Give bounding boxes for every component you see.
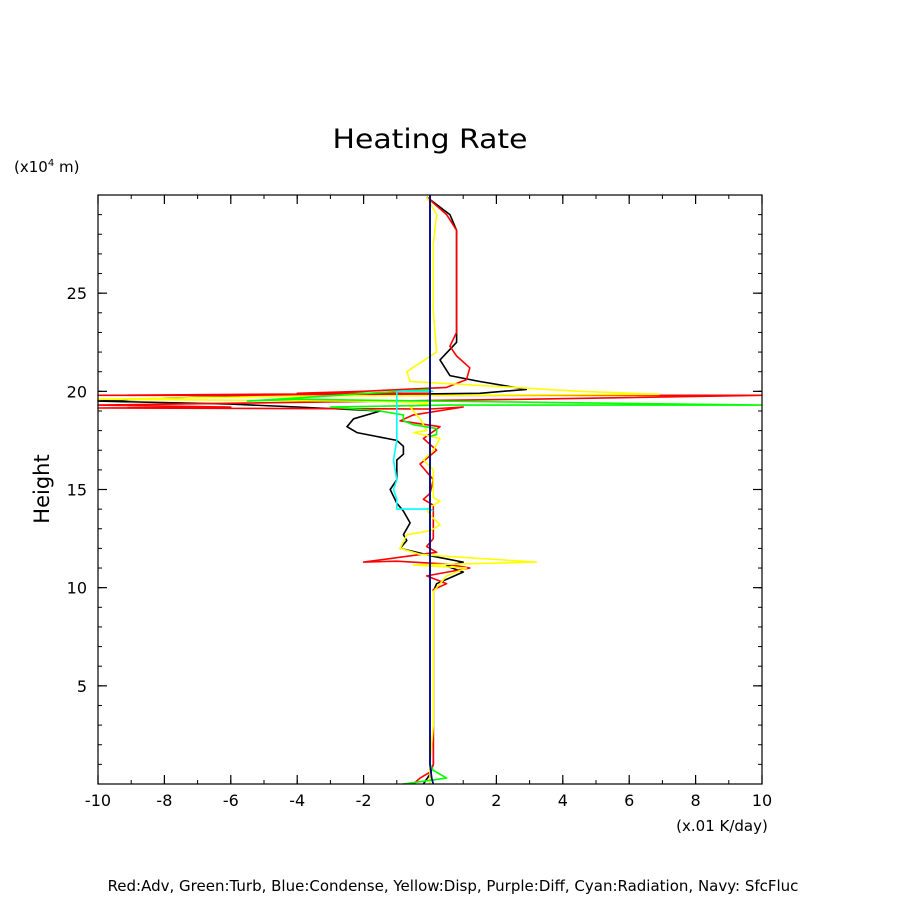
x-tick-label: 0 [425, 791, 435, 810]
series-line-0 [97, 196, 528, 785]
y-tick-label: 25 [67, 284, 87, 303]
series-line-3 [246, 195, 763, 785]
x-tick-label: 6 [624, 791, 634, 810]
x-tick-label: -6 [223, 791, 239, 810]
y-unit-exponent: 4 [48, 158, 54, 169]
axis-ticks [97, 195, 763, 784]
chart-title: Heating Rate [333, 124, 528, 155]
plot-frame [97, 194, 763, 785]
x-tick-label: -8 [156, 791, 172, 810]
y-unit-suffix: m) [54, 158, 79, 176]
y-tick-label: 5 [77, 677, 87, 696]
tick-labels: -10 -8 -6 -4 -2 0 2 4 6 8 10 5 10 15 20 25 [67, 284, 773, 810]
series-layer [97, 195, 763, 785]
series-line-6 [429, 195, 435, 785]
x-tick-label: -2 [356, 791, 372, 810]
y-tick-label: 10 [67, 579, 87, 598]
series-line-4 [392, 390, 434, 512]
x-tick-label: 2 [491, 791, 501, 810]
x-axis-label: (x.01 K/day) [676, 817, 768, 835]
x-tick-label: 4 [558, 791, 568, 810]
y-tick-label: 20 [67, 382, 87, 401]
x-tick-label: -10 [85, 791, 111, 810]
y-unit-prefix: (x10 [14, 158, 48, 176]
series-line-2 [97, 196, 660, 784]
y-unit-label: (x104 m) [14, 158, 79, 176]
x-tick-label: 8 [691, 791, 701, 810]
x-tick-label: -4 [289, 791, 305, 810]
y-tick-label: 15 [67, 481, 87, 500]
legend-footer: Red:Adv, Green:Turb, Blue:Condense, Yell… [108, 877, 799, 895]
y-axis-label: Height [30, 454, 54, 523]
x-tick-label: 10 [752, 791, 772, 810]
series-line-1 [97, 196, 763, 785]
